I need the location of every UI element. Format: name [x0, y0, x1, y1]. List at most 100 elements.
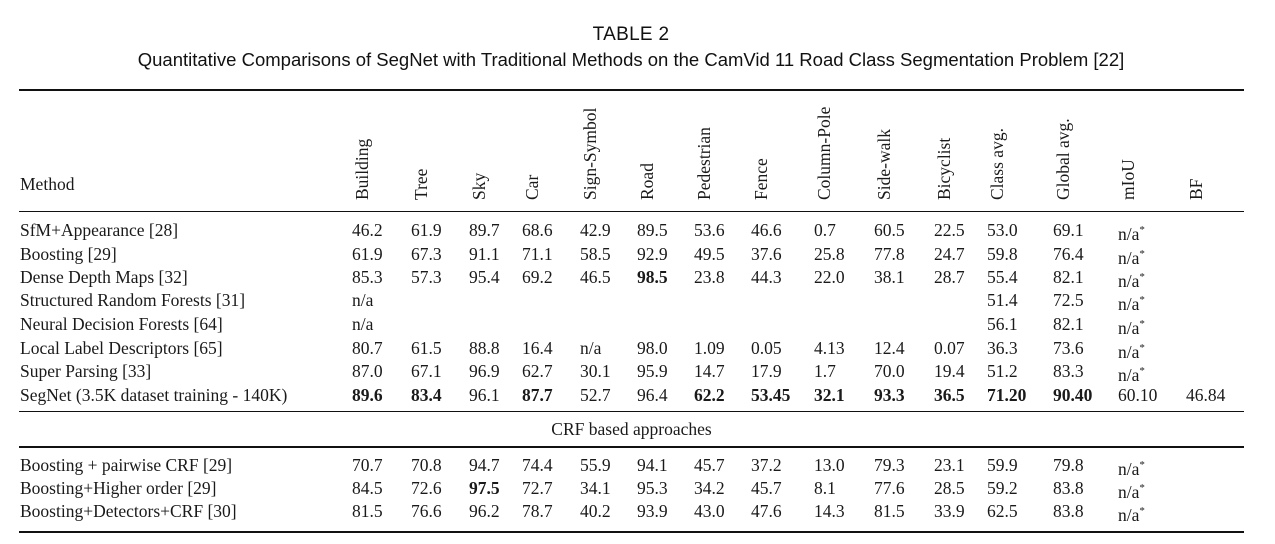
table-cell: 93.3: [874, 385, 905, 405]
table-cell: 71.1: [522, 244, 553, 264]
table-cell: n/a: [580, 338, 602, 358]
table-cell: 85.3: [352, 267, 383, 287]
table-cell: 23.1: [934, 455, 965, 475]
table-cell: 30.1: [580, 361, 611, 381]
column-header-column-pole: Column-Pole: [814, 106, 834, 200]
table-cell: 83.8: [1053, 501, 1084, 521]
table-cell: 97.5: [469, 478, 500, 498]
table-cell: 81.5: [874, 501, 905, 521]
table-cell: 62.2: [694, 385, 725, 405]
table-cell: 0.07: [934, 338, 965, 358]
table-cell: 89.6: [352, 385, 383, 405]
table-cell: 76.4: [1053, 244, 1084, 264]
method-header: Method: [20, 174, 75, 194]
table-cell: 79.8: [1053, 455, 1084, 475]
table-cell: 70.8: [411, 455, 442, 475]
table-cell: 80.7: [352, 338, 383, 358]
column-header-pedestrian: Pedestrian: [694, 127, 714, 200]
table-cell: 95.3: [637, 478, 668, 498]
table-cell: 4.13: [814, 338, 845, 358]
table-cell: 68.6: [522, 220, 553, 240]
table-cell: 58.5: [580, 244, 611, 264]
table-cell: 45.7: [751, 478, 782, 498]
table-cell: 96.2: [469, 501, 500, 521]
row-method: Boosting+Higher order [29]: [20, 478, 217, 498]
table-number: TABLE 2: [592, 24, 670, 45]
table-cell: 24.7: [934, 244, 965, 264]
table-cell: 36.5: [934, 385, 965, 405]
table-cell: 46.5: [580, 267, 611, 287]
table-cell: 36.3: [987, 338, 1018, 358]
row-method: Boosting+Detectors+CRF [30]: [20, 501, 237, 521]
table-cell: 72.6: [411, 478, 442, 498]
row-method: Boosting + pairwise CRF [29]: [20, 455, 233, 475]
table-cell: 46.6: [751, 220, 782, 240]
table-cell: 93.9: [637, 501, 668, 521]
table-cell: 52.7: [580, 385, 611, 405]
column-header-bicyclist: Bicyclist: [934, 137, 954, 200]
table-cell: 61.5: [411, 338, 442, 358]
table-cell: 34.2: [694, 478, 725, 498]
table-cell: 12.4: [874, 338, 905, 358]
table-cell: 70.7: [352, 455, 383, 475]
table-cell: 69.2: [522, 267, 553, 287]
row-method: Neural Decision Forests [64]: [20, 314, 223, 334]
table-cell: 57.3: [411, 267, 442, 287]
table-cell: 37.6: [751, 244, 782, 264]
row-method: SegNet (3.5K dataset training - 140K): [20, 385, 288, 405]
column-header-class-avg: Class avg.: [987, 128, 1007, 200]
table-cell: n/a*: [1118, 294, 1145, 314]
table-cell: 96.1: [469, 385, 500, 405]
table-cell: 70.0: [874, 361, 905, 381]
table-cell: 60.10: [1118, 385, 1158, 405]
table-cell: 14.3: [814, 501, 845, 521]
table-cell: 45.7: [694, 455, 725, 475]
table-cell: 38.1: [874, 267, 905, 287]
table-cell: 19.4: [934, 361, 965, 381]
table-cell: 79.3: [874, 455, 905, 475]
table-cell: 87.7: [522, 385, 553, 405]
table-cell: 62.7: [522, 361, 553, 381]
table-cell: 46.2: [352, 220, 383, 240]
row-method: Dense Depth Maps [32]: [20, 267, 188, 287]
row-method: Super Parsing [33]: [20, 361, 152, 381]
table-cell: 0.05: [751, 338, 782, 358]
table-cell: 94.7: [469, 455, 500, 475]
bottom-rule: [19, 531, 1244, 533]
table-cell: 83.3: [1053, 361, 1084, 381]
top-rule: [19, 89, 1244, 91]
table-cell: 49.5: [694, 244, 725, 264]
table-cell: 33.9: [934, 501, 965, 521]
table-cell: 67.1: [411, 361, 442, 381]
table-cell: 96.4: [637, 385, 668, 405]
table-cell: 95.9: [637, 361, 668, 381]
column-header-miou: mIoU: [1118, 159, 1138, 200]
table-cell: 34.1: [580, 478, 611, 498]
table-cell: 25.8: [814, 244, 845, 264]
table-cell: n/a: [352, 314, 374, 334]
table-cell: n/a*: [1118, 505, 1145, 525]
table-cell: 51.2: [987, 361, 1018, 381]
row-method: Structured Random Forests [31]: [20, 290, 246, 310]
column-header-side-walk: Side-walk: [874, 129, 894, 200]
table-cell: 42.9: [580, 220, 611, 240]
table-cell: 17.9: [751, 361, 782, 381]
table-cell: 91.1: [469, 244, 500, 264]
table-cell: 72.5: [1053, 290, 1084, 310]
table-cell: 59.8: [987, 244, 1018, 264]
table-cell: 55.9: [580, 455, 611, 475]
row-method: Boosting [29]: [20, 244, 117, 264]
table-cell: 78.7: [522, 501, 553, 521]
table-cell: 89.7: [469, 220, 500, 240]
table-cell: n/a*: [1118, 459, 1145, 479]
table-cell: 71.20: [987, 385, 1027, 405]
section-bottom-rule: [19, 446, 1244, 448]
table-cell: 37.2: [751, 455, 782, 475]
table-cell: 88.8: [469, 338, 500, 358]
table-cell: 32.1: [814, 385, 845, 405]
column-header-fence: Fence: [751, 158, 771, 200]
table-cell: 89.5: [637, 220, 668, 240]
table-cell: 76.6: [411, 501, 442, 521]
table-cell: 16.4: [522, 338, 553, 358]
table-cell: 74.4: [522, 455, 553, 475]
